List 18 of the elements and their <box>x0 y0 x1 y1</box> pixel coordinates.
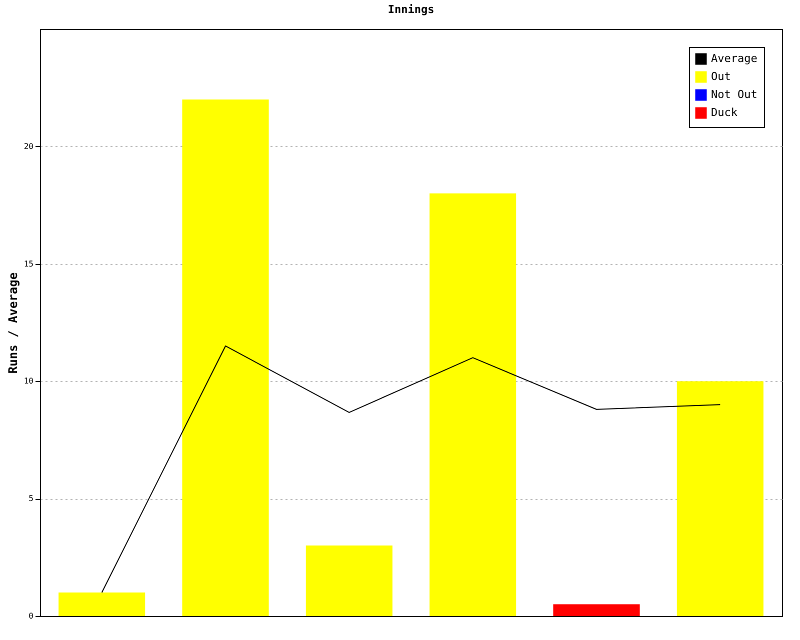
bar <box>306 546 392 616</box>
y-tick-label: 10 <box>24 376 34 386</box>
bar <box>553 604 640 616</box>
y-tick-label: 20 <box>24 142 34 151</box>
bar <box>676 381 764 616</box>
y-tick-label: 5 <box>28 494 34 504</box>
y-tick-label: 0 <box>28 612 34 620</box>
line-series <box>101 345 721 594</box>
legend-label: Duck <box>711 106 738 119</box>
legend-label: Out <box>711 70 731 83</box>
bar <box>430 193 516 616</box>
bar <box>182 99 269 616</box>
legend-label: Not Out <box>711 88 758 101</box>
y-axis-title: Runs / Average <box>6 272 20 374</box>
y-tick-label: 15 <box>24 259 34 268</box>
chart-title: Innings <box>388 3 434 16</box>
bar <box>58 592 146 616</box>
legend-label: Average <box>711 52 758 65</box>
